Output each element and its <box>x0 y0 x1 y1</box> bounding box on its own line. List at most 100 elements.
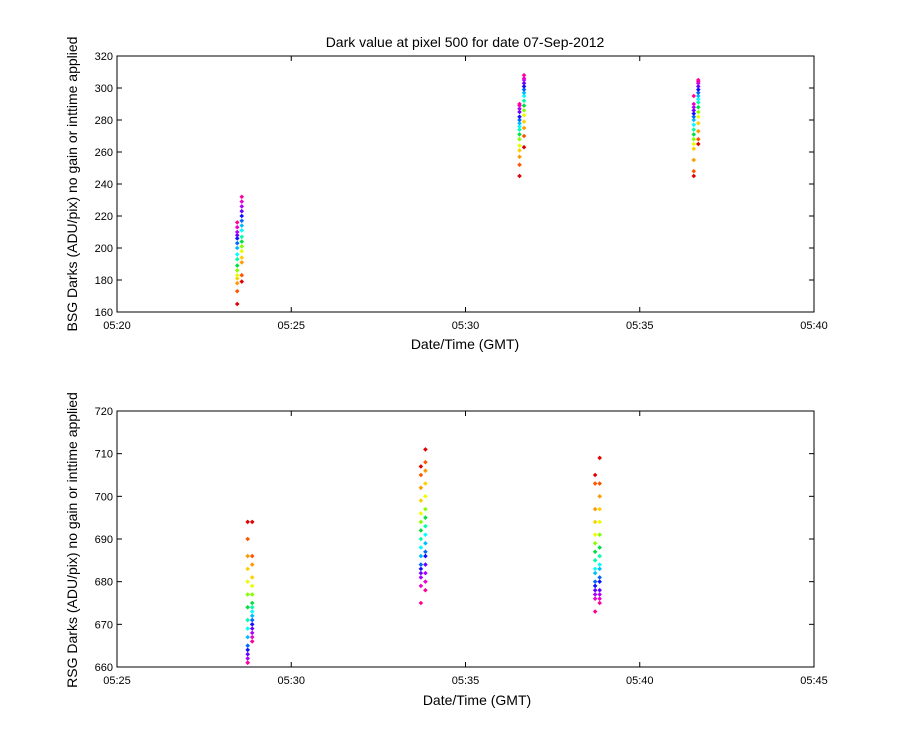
data-point <box>423 468 428 474</box>
data-point <box>423 506 428 512</box>
data-point <box>234 276 240 281</box>
data-point <box>521 90 527 96</box>
data-point <box>423 579 428 584</box>
data-point <box>249 622 255 627</box>
data-point <box>517 127 522 132</box>
x-tick-label: 05:40 <box>800 320 828 332</box>
data-point <box>249 592 255 597</box>
data-point <box>245 604 250 610</box>
data-point <box>691 146 697 152</box>
data-point <box>234 245 240 251</box>
data-point <box>517 124 522 129</box>
x-tick-label: 05:35 <box>626 320 654 332</box>
y-tick-label: 280 <box>95 115 113 127</box>
data-point <box>597 506 602 512</box>
data-point <box>234 272 240 278</box>
data-point <box>691 136 697 142</box>
data-point <box>249 600 255 606</box>
plot-frame <box>116 55 815 313</box>
data-point <box>418 485 424 491</box>
y-tick-label: 670 <box>95 619 113 631</box>
data-point <box>249 630 255 636</box>
data-point <box>691 157 697 163</box>
data-point <box>245 647 250 653</box>
data-point <box>592 579 598 584</box>
data-point <box>418 583 424 589</box>
data-point <box>521 84 527 89</box>
data-point <box>239 234 245 240</box>
data-point <box>418 464 424 469</box>
data-point <box>418 570 424 576</box>
data-point <box>592 481 598 486</box>
y-tick-label: 690 <box>95 534 113 546</box>
data-point <box>691 117 697 123</box>
data-point <box>249 613 255 619</box>
data-point <box>423 515 428 520</box>
data-point <box>521 125 527 131</box>
data-point <box>691 173 697 179</box>
data-point <box>249 519 255 525</box>
data-point <box>234 236 240 241</box>
data-point <box>517 148 522 153</box>
data-point <box>418 553 424 559</box>
data-point <box>234 232 240 238</box>
data-point <box>592 558 598 563</box>
data-point <box>249 562 255 567</box>
data-point <box>691 127 697 132</box>
data-point <box>249 634 255 640</box>
data-point <box>695 90 701 96</box>
data-point <box>517 109 522 115</box>
data-point <box>597 579 602 584</box>
data-point <box>418 562 424 567</box>
data-point <box>234 288 240 294</box>
data-point <box>249 617 255 623</box>
data-point <box>517 162 522 168</box>
data-point <box>597 519 602 525</box>
plot-frame <box>116 410 815 668</box>
data-points <box>234 72 701 307</box>
data-point <box>592 592 598 597</box>
data-point <box>691 168 697 174</box>
data-point <box>521 103 527 108</box>
data-point <box>521 87 527 92</box>
data-point <box>517 136 522 142</box>
data-point <box>521 112 527 118</box>
data-point <box>592 587 598 593</box>
x-axis: 05:25 05:30 05:35 05:40 05:45 <box>103 411 828 687</box>
data-point <box>423 481 428 486</box>
data-point <box>517 154 522 160</box>
data-point <box>517 117 522 123</box>
data-point <box>418 472 424 478</box>
data-point <box>239 223 245 228</box>
data-point <box>691 104 697 110</box>
data-point <box>592 472 598 478</box>
data-point <box>592 596 598 602</box>
data-point <box>597 596 602 602</box>
data-point <box>234 280 240 286</box>
data-point <box>418 511 424 516</box>
data-point <box>592 609 598 614</box>
data-point <box>695 87 701 92</box>
data-point <box>239 194 245 200</box>
data-point <box>695 96 701 102</box>
y-tick-label: 680 <box>95 577 113 589</box>
data-point <box>423 447 428 452</box>
data-point <box>245 592 250 597</box>
data-point <box>234 229 240 235</box>
data-point <box>423 562 428 567</box>
x-axis-label: Date/Time (GMT) <box>411 336 519 352</box>
x-tick-label: 05:25 <box>103 675 131 687</box>
data-point <box>592 519 598 525</box>
data-point <box>521 76 527 81</box>
y-tick-label: 320 <box>95 51 113 63</box>
data-point <box>517 143 522 148</box>
data-point <box>234 224 240 230</box>
data-point <box>234 220 240 225</box>
data-point <box>245 519 250 525</box>
data-point <box>249 575 255 580</box>
data-point <box>239 272 245 278</box>
data-point <box>239 199 245 204</box>
data-point <box>521 93 527 99</box>
data-point <box>691 114 697 120</box>
data-point <box>695 100 701 105</box>
